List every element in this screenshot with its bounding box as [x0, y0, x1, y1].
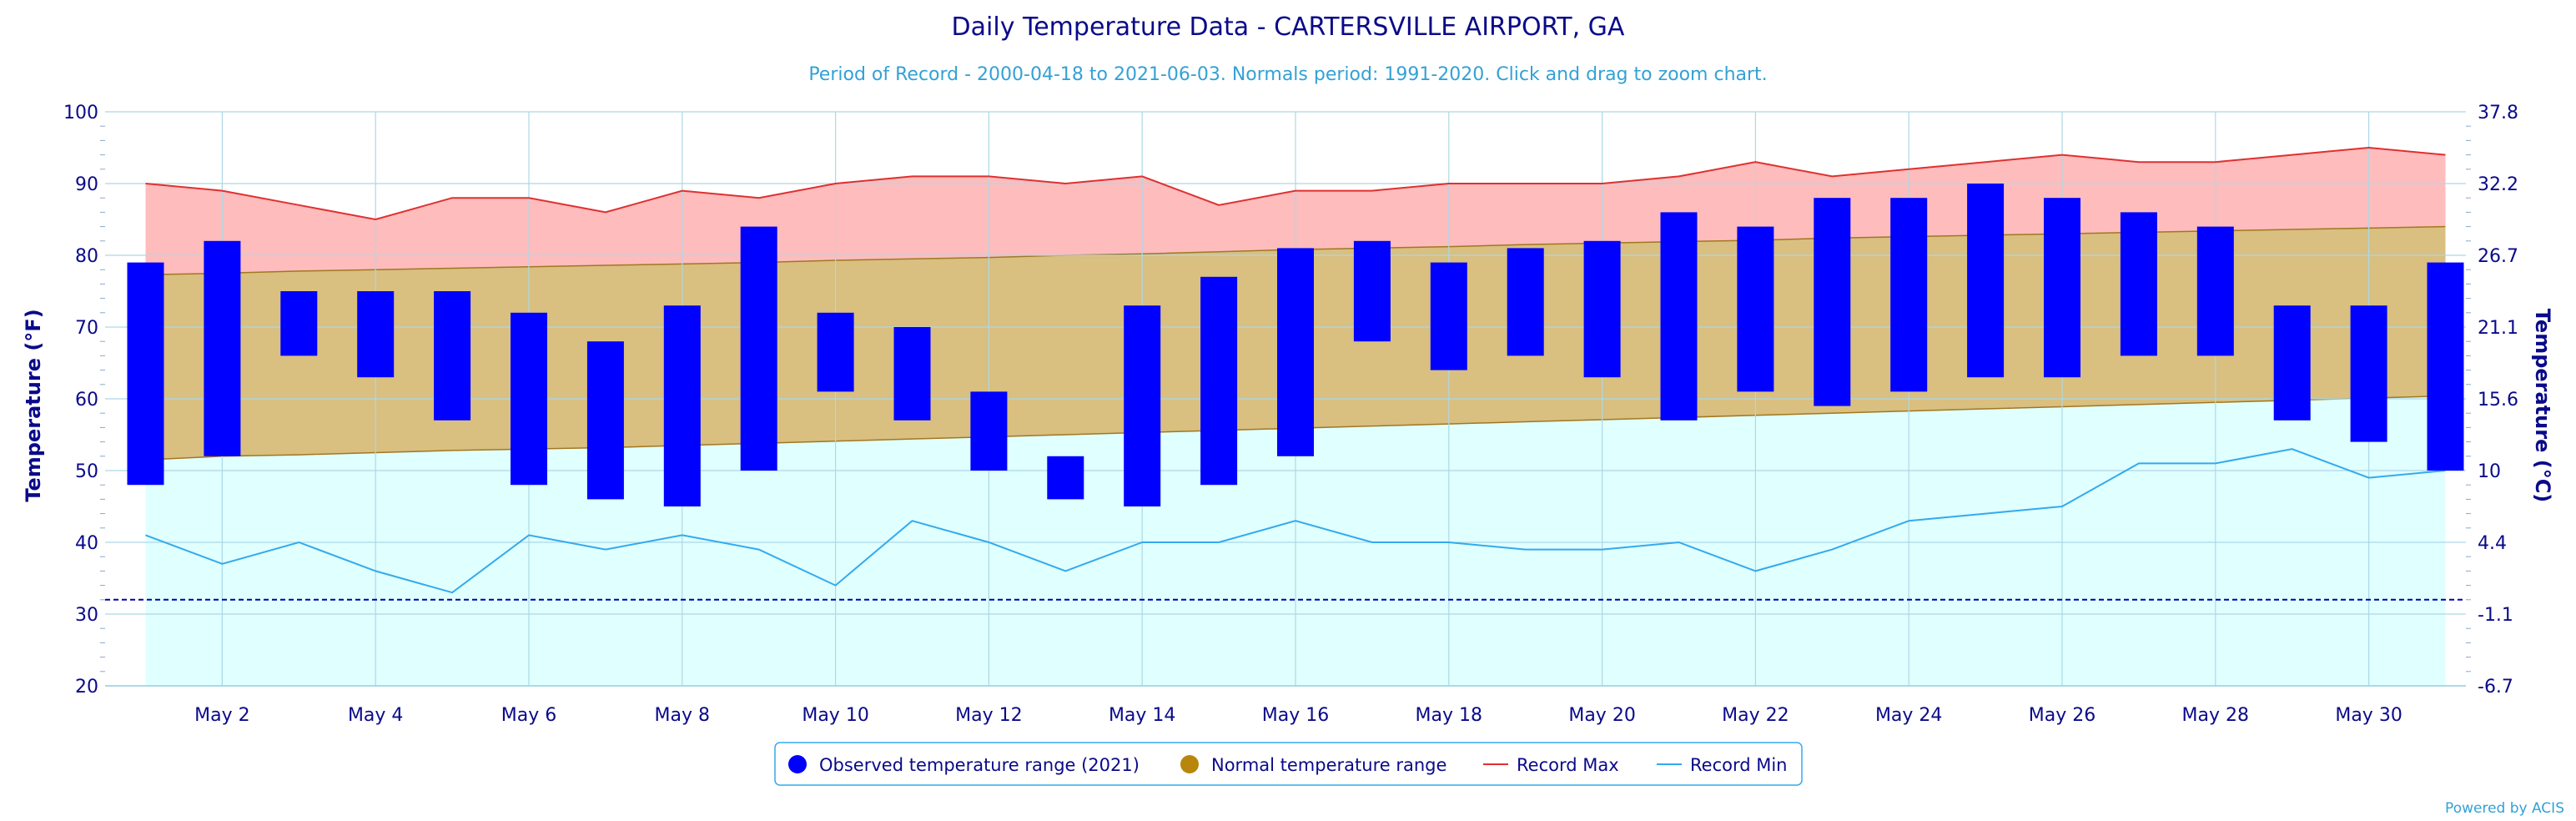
- credit-link[interactable]: Powered by ACIS: [2445, 800, 2564, 817]
- y-tick-label-right: 26.7: [2478, 246, 2518, 267]
- x-tick-label: May 16: [1262, 705, 1329, 726]
- plot-area[interactable]: 20 -6.7 30 -1.1 40 4.4 50 10 60 15.6 70 21.1 80 26.7 9…: [63, 103, 2518, 726]
- observed-range-bar[interactable]: [817, 312, 854, 392]
- x-tick-label: May 14: [1109, 705, 1175, 726]
- y-tick-label-right: 4.4: [2478, 533, 2507, 554]
- y-tick-label-left: 20: [75, 677, 98, 698]
- y-tick-label-right: 10: [2478, 461, 2501, 482]
- observed-range-bar[interactable]: [1124, 305, 1161, 506]
- x-tick-label: May 22: [1722, 705, 1789, 726]
- observed-range-bar[interactable]: [1890, 198, 1928, 392]
- observed-range-bar[interactable]: [280, 291, 318, 356]
- record-min-line: [145, 448, 2446, 594]
- legend-item-observed[interactable]: Observed temperature range (2021): [788, 755, 1140, 775]
- observed-range-bar[interactable]: [1430, 262, 1467, 370]
- observed-range-bar[interactable]: [1353, 240, 1391, 342]
- observed-range-bar[interactable]: [1277, 248, 1314, 456]
- y-tick-label-left: 70: [75, 318, 98, 339]
- y-tick-label-right: 15.6: [2478, 390, 2518, 410]
- observed-range-bar[interactable]: [970, 391, 1008, 471]
- x-tick-label: May 6: [501, 705, 556, 726]
- legend-label-observed: Observed temperature range (2021): [819, 755, 1140, 775]
- y-tick-label-right: 21.1: [2478, 318, 2518, 339]
- x-tick-label: May 26: [2029, 705, 2096, 726]
- y-tick-label-left: 80: [75, 246, 98, 267]
- y-tick-label-left: 30: [75, 605, 98, 626]
- x-tick-label: May 2: [194, 705, 249, 726]
- observed-range-bar[interactable]: [1583, 240, 1621, 378]
- observed-range-bar[interactable]: [2196, 226, 2234, 356]
- y-tick-label-right: 37.8: [2478, 103, 2518, 123]
- y-tick-label-left: 90: [75, 174, 98, 195]
- observed-range-bar[interactable]: [740, 226, 777, 471]
- observed-range-bar[interactable]: [1660, 212, 1698, 421]
- y-tick-label-left: 60: [75, 390, 98, 410]
- legend-label-record-max: Record Max: [1517, 755, 1619, 775]
- y-tick-label-left: 50: [75, 461, 98, 482]
- observed-range-bar[interactable]: [2120, 212, 2157, 356]
- x-tick-label: May 20: [1568, 705, 1635, 726]
- observed-range-bar[interactable]: [2350, 305, 2387, 442]
- x-tick-label: May 4: [348, 705, 403, 726]
- observed-range-bar[interactable]: [1507, 248, 1544, 356]
- y-axis-title-right: Temperature (°C): [2531, 309, 2554, 503]
- y-tick-label-right: -1.1: [2478, 605, 2513, 626]
- x-tick-label: May 10: [802, 705, 868, 726]
- observed-range-bar[interactable]: [2273, 305, 2311, 421]
- record-max-line: [145, 146, 2446, 221]
- x-tick-label: May 28: [2182, 705, 2249, 726]
- legend-box: [774, 742, 1803, 786]
- x-tick-label: May 24: [1875, 705, 1942, 726]
- y-tick-label-left: 100: [63, 103, 98, 123]
- x-tick-label: May 30: [2335, 705, 2402, 726]
- observed-range-bar[interactable]: [2427, 262, 2464, 471]
- legend-label-normal: Normal temperature range: [1211, 755, 1446, 775]
- y-tick-label-right: 32.2: [2478, 174, 2518, 195]
- observed-range-bar[interactable]: [893, 327, 931, 421]
- x-tick-label: May 8: [655, 705, 710, 726]
- legend: Observed temperature range (2021) Normal…: [774, 742, 1803, 786]
- observed-range-bar[interactable]: [511, 312, 547, 486]
- observed-range-bar[interactable]: [434, 291, 471, 421]
- legend-item-record-min[interactable]: Record Min: [1657, 755, 1788, 775]
- observed-range-bar[interactable]: [127, 262, 164, 486]
- legend-item-normal[interactable]: Normal temperature range: [1180, 755, 1446, 775]
- chart-subtitle: Period of Record - 2000-04-18 to 2021-06…: [808, 64, 1767, 85]
- observed-range-bar[interactable]: [2044, 198, 2080, 378]
- observed-range-bar[interactable]: [586, 341, 624, 500]
- legend-item-record-max[interactable]: Record Max: [1483, 755, 1619, 775]
- x-tick-label: May 18: [1416, 705, 1482, 726]
- observed-range-bar[interactable]: [1737, 226, 1774, 392]
- observed-range-bar[interactable]: [1814, 198, 1851, 406]
- legend-label-record-min: Record Min: [1690, 755, 1788, 775]
- observed-range-bar[interactable]: [1967, 184, 2005, 378]
- chart-title: Daily Temperature Data - CARTERSVILLE AI…: [952, 13, 1625, 42]
- y-tick-label-left: 40: [75, 533, 98, 554]
- legend-marker-observed: [788, 755, 807, 773]
- observed-range-bar[interactable]: [663, 305, 701, 506]
- y-tick-label-right: -6.7: [2478, 677, 2513, 698]
- observed-range-bar[interactable]: [1200, 276, 1238, 486]
- x-tick-label: May 12: [955, 705, 1022, 726]
- observed-range-bar[interactable]: [204, 240, 241, 456]
- observed-range-bar[interactable]: [1047, 456, 1084, 500]
- legend-marker-normal: [1180, 755, 1199, 773]
- y-axis-title-left: Temperature (°F): [22, 309, 45, 501]
- observed-range-bar[interactable]: [357, 291, 395, 378]
